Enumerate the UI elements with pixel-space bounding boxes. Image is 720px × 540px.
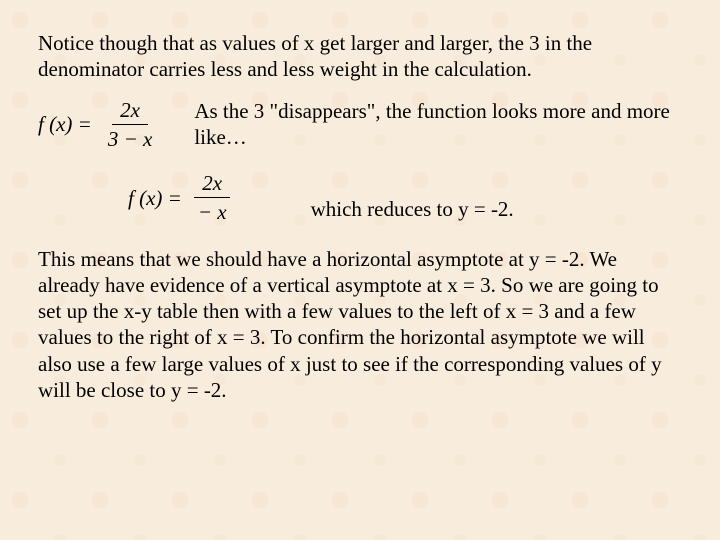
- aside-text-1: As the 3 "disappears", the function look…: [194, 98, 682, 151]
- slide-body: Notice though that as values of x get la…: [0, 0, 720, 423]
- formula-1: f (x) = 2x 3 − x: [38, 97, 158, 153]
- formula-row-1: f (x) = 2x 3 − x As the 3 "disappears", …: [38, 97, 682, 153]
- formula-row-2: f (x) = 2x − x which reduces to y = -2.: [38, 170, 682, 226]
- aside-text-2: which reduces to y = -2.: [311, 174, 514, 222]
- formula1-fraction: 2x 3 − x: [102, 97, 159, 153]
- conclusion-paragraph: This means that we should have a horizon…: [38, 246, 682, 404]
- formula1-denominator: 3 − x: [102, 125, 159, 152]
- formula1-lhs: f (x) =: [38, 111, 92, 137]
- formula2-fraction: 2x − x: [192, 170, 233, 226]
- formula-2: f (x) = 2x − x: [128, 170, 233, 226]
- formula2-lhs: f (x) =: [128, 185, 182, 211]
- intro-paragraph: Notice though that as values of x get la…: [38, 30, 682, 83]
- formula1-numerator: 2x: [112, 97, 148, 125]
- formula2-denominator: − x: [192, 198, 233, 225]
- formula2-numerator: 2x: [194, 170, 230, 198]
